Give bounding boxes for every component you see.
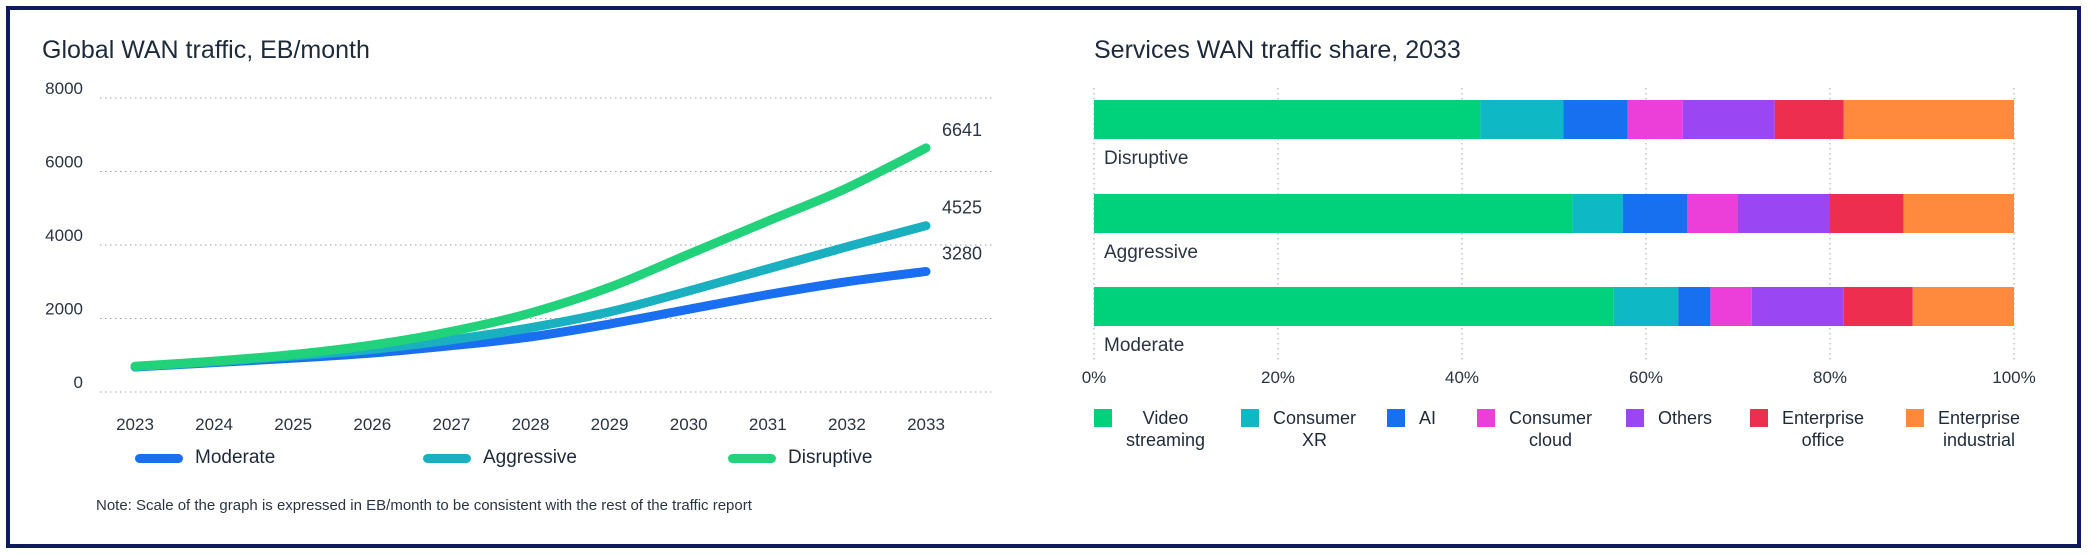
x-tick-label: 20%: [1261, 368, 1295, 387]
bar-segment: [1563, 100, 1628, 139]
y-tick-label: 0: [74, 373, 83, 392]
legend-item-aggressive: Aggressive: [423, 447, 577, 469]
bar-segment: [1830, 194, 1904, 233]
bar-segment: [1094, 194, 1573, 233]
legend-item-video-streaming: Video streaming: [1094, 407, 1205, 451]
legend-label: Others: [1658, 407, 1712, 429]
bar-segment: [1710, 287, 1752, 326]
bar-category-label: Disruptive: [1104, 148, 1188, 169]
legend-item-consumer-xr: Consumer XR: [1241, 407, 1356, 451]
legend-item-moderate: Moderate: [135, 447, 275, 469]
bar-segment: [1738, 194, 1830, 233]
bar-segment: [1094, 287, 1614, 326]
legend-swatch: [1241, 409, 1259, 427]
x-tick-label: 2030: [670, 415, 708, 434]
end-label-aggressive: 4525: [942, 198, 982, 218]
series-line-disruptive: [130, 143, 931, 371]
bar-category-label: Moderate: [1104, 335, 1184, 356]
legend-label-line: Enterprise: [1782, 408, 1865, 428]
legend-item-ai: AI: [1387, 407, 1436, 429]
line-chart-title: Global WAN traffic, EB/month: [42, 36, 370, 64]
y-tick-label: 4000: [45, 226, 83, 245]
legend-swatch-moderate: [135, 453, 183, 463]
legend-item-disruptive: Disruptive: [728, 447, 872, 469]
legend-item-consumer-cloud: Consumer cloud: [1477, 407, 1592, 451]
legend-label: AI: [1419, 407, 1436, 429]
y-tick-label: 2000: [45, 300, 83, 319]
figure-frame: [6, 6, 2081, 548]
legend-swatch: [1750, 409, 1768, 427]
legend-label-line: streaming: [1126, 430, 1206, 450]
legend-label-line: Video: [1142, 408, 1189, 428]
x-tick-label: 2032: [828, 415, 866, 434]
x-tick-label: 2029: [591, 415, 629, 434]
legend-label-line: Consumer: [1273, 408, 1357, 428]
legend-label-line: XR: [1302, 430, 1328, 450]
bar-segment: [1903, 194, 2014, 233]
bar-chart-title: Services WAN traffic share, 2033: [1094, 36, 1461, 64]
bar-segment: [1613, 287, 1679, 326]
legend-item-enterprise-office: Enterprise office: [1750, 407, 1864, 451]
end-label-moderate: 3280: [942, 243, 982, 263]
legend-label: Enterprise office: [1782, 407, 1864, 451]
bar-segment: [1623, 194, 1688, 233]
legend-swatch-aggressive: [423, 453, 471, 463]
bar-segment: [1480, 100, 1564, 139]
x-tick-label: 0%: [1082, 368, 1107, 387]
x-tick-label: 2025: [274, 415, 312, 434]
legend-label: Video streaming: [1126, 407, 1205, 451]
legend-label: Enterprise industrial: [1938, 407, 2020, 451]
x-tick-label: 60%: [1629, 368, 1663, 387]
end-label-disruptive: 6641: [942, 120, 982, 140]
x-tick-label: 2023: [116, 415, 154, 434]
y-tick-label: 8000: [45, 79, 83, 98]
x-tick-label: 80%: [1813, 368, 1847, 387]
bar-segment: [1627, 100, 1683, 139]
x-tick-label: 2026: [353, 415, 391, 434]
legend-swatch: [1906, 409, 1924, 427]
legend-swatch: [1626, 409, 1644, 427]
x-tick-label: 2031: [749, 415, 787, 434]
legend-label-line: Consumer: [1509, 408, 1593, 428]
legend-label-disruptive: Disruptive: [788, 447, 873, 468]
legend-swatch: [1387, 409, 1405, 427]
legend-label: Consumer XR: [1273, 407, 1356, 451]
bar-segment: [1094, 100, 1481, 139]
legend-item-enterprise-industrial: Enterprise industrial: [1906, 407, 2020, 451]
bar-segment: [1843, 287, 1913, 326]
bar-segment: [1678, 287, 1711, 326]
bar-segment: [1682, 100, 1775, 139]
bar-segment: [1843, 100, 2014, 139]
x-tick-label: 2024: [195, 415, 233, 434]
line-chart: 0 2000 4000 6000 8000 2023 2024 2025 2026 2027 202…: [45, 79, 995, 434]
chart-note: Note: Scale of the graph is expressed in…: [96, 497, 752, 514]
legend-label-line: industrial: [1943, 430, 2016, 450]
y-tick-label: 6000: [45, 153, 83, 172]
x-tick-label: 2033: [907, 415, 945, 434]
legend-label-line: Others: [1658, 408, 1713, 428]
legend-label-line: AI: [1419, 408, 1437, 428]
x-tick-label: 40%: [1445, 368, 1479, 387]
bar-segment: [1751, 287, 1844, 326]
bar-segment: [1572, 194, 1623, 233]
bar-category-label: Aggressive: [1104, 242, 1198, 263]
x-tick-label: 100%: [1992, 368, 2035, 387]
legend-label-line: office: [1801, 430, 1845, 450]
legend-swatch: [1477, 409, 1495, 427]
legend-item-others: Others: [1626, 407, 1712, 429]
legend-label: Consumer cloud: [1509, 407, 1592, 451]
legend-swatch-disruptive: [728, 453, 776, 463]
bar-segment: [1912, 287, 2014, 326]
legend-label-aggressive: Aggressive: [483, 447, 577, 468]
legend-label-moderate: Moderate: [195, 447, 276, 468]
legend-swatch: [1094, 409, 1112, 427]
legend-label-line: Enterprise: [1938, 408, 2021, 428]
x-tick-label: 2027: [432, 415, 470, 434]
bar-segment: [1774, 100, 1844, 139]
x-tick-label: 2028: [512, 415, 550, 434]
bar-segment: [1687, 194, 1738, 233]
legend-label-line: cloud: [1529, 430, 1573, 450]
